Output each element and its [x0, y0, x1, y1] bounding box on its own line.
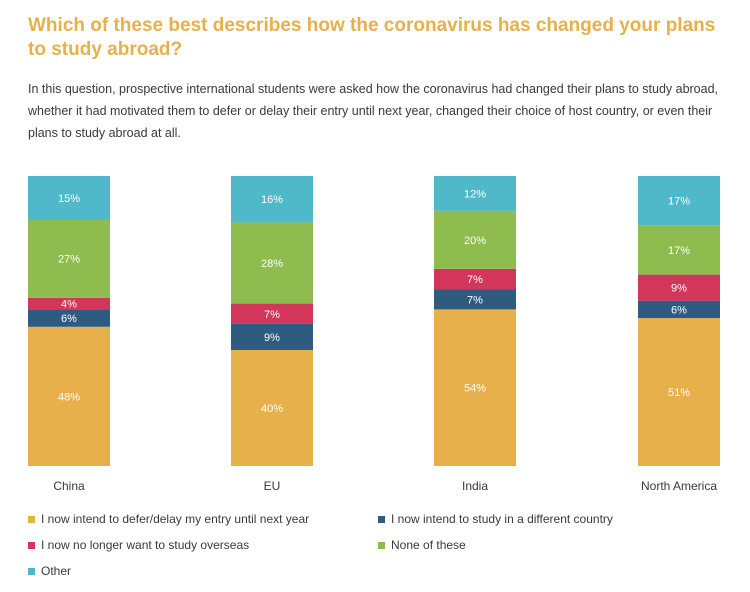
- legend-label-3: None of these: [391, 538, 466, 552]
- data-label-0-1: 6%: [61, 313, 77, 325]
- data-label-0-3: 27%: [58, 254, 80, 266]
- data-label-3-4: 17%: [668, 196, 690, 208]
- bar-segment-0-0: [28, 326, 110, 466]
- bar-segment-0-1: [28, 309, 110, 327]
- data-label-2-1: 7%: [467, 294, 483, 306]
- legend-item-3: None of these: [378, 538, 466, 552]
- legend-item-2: I now no longer want to study overseas: [28, 538, 249, 552]
- intro-paragraph: In this question, prospective internatio…: [28, 82, 719, 140]
- legend-swatch-1: [378, 515, 385, 523]
- legend-item-1: I now intend to study in a different cou…: [378, 512, 613, 526]
- bar-segment-0-3: [28, 219, 110, 298]
- bar-segment-2-3: [434, 210, 516, 269]
- legend-swatch-4: [28, 567, 35, 575]
- data-label-3-2: 9%: [671, 283, 687, 295]
- chart-legend: I now intend to defer/delay my entry unt…: [28, 512, 728, 588]
- data-label-2-3: 20%: [464, 235, 486, 247]
- bar-segment-1-3: [231, 222, 313, 304]
- stacked-bar-chart: 48% 6% 4% 27% 15% China 40% 9% 7% 28% 16% EU 54% 7% 7%…: [28, 176, 720, 493]
- legend-label-0: I now intend to defer/delay my entry unt…: [41, 512, 310, 526]
- category-label-2: India: [462, 479, 488, 493]
- category-label-3: North America: [641, 479, 717, 493]
- bar-segment-2-1: [434, 289, 516, 310]
- legend-label-2: I now no longer want to study overseas: [41, 538, 250, 552]
- data-label-3-1: 6%: [671, 304, 687, 316]
- bar-segment-0-4: [28, 176, 110, 220]
- data-label-0-2: 4%: [61, 299, 77, 311]
- data-label-2-0: 54%: [464, 383, 486, 395]
- bar-segment-3-1: [638, 300, 720, 319]
- data-label-1-3: 28%: [261, 258, 283, 270]
- legend-swatch-2: [28, 541, 35, 549]
- legend-item-0: I now intend to defer/delay my entry unt…: [28, 512, 309, 526]
- bar-segment-3-0: [638, 318, 720, 466]
- data-label-1-2: 7%: [264, 309, 280, 321]
- data-label-0-0: 48%: [58, 391, 80, 403]
- data-label-2-4: 12%: [464, 188, 486, 200]
- data-label-3-3: 17%: [668, 245, 690, 257]
- legend-swatch-3: [378, 541, 385, 549]
- legend-label-4: Other: [41, 564, 72, 578]
- legend-swatch-0: [28, 515, 35, 523]
- page-title: Which of these best describes how the co…: [28, 15, 716, 60]
- bar-segment-3-3: [638, 225, 720, 275]
- bar-segment-2-2: [434, 268, 516, 290]
- data-label-2-2: 7%: [467, 274, 483, 286]
- bar-segment-3-4: [638, 176, 720, 226]
- bar-segment-1-0: [231, 350, 313, 466]
- data-label-1-0: 40%: [261, 403, 283, 415]
- data-label-1-1: 9%: [264, 332, 280, 344]
- data-label-1-4: 16%: [261, 194, 283, 206]
- bar-segment-1-1: [231, 323, 313, 350]
- bar-segment-1-2: [231, 303, 313, 324]
- bar-segment-3-2: [638, 274, 720, 301]
- category-label-1: EU: [264, 479, 281, 493]
- legend-item-4: Other: [28, 564, 71, 578]
- bar-segment-2-4: [434, 176, 516, 211]
- legend-label-1: I now intend to study in a different cou…: [391, 512, 613, 526]
- category-label-0: China: [53, 479, 85, 493]
- bar-segment-2-0: [434, 309, 516, 466]
- bar-segment-0-2: [28, 297, 110, 310]
- data-label-0-4: 15%: [58, 193, 80, 205]
- bar-segment-1-4: [231, 176, 313, 223]
- data-label-3-0: 51%: [668, 387, 690, 399]
